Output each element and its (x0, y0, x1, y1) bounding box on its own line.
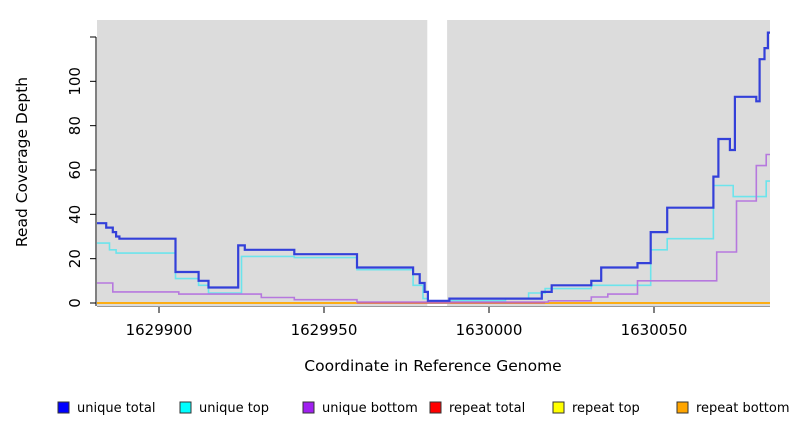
y-tick-label: 80 (66, 116, 84, 135)
legend-label: repeat bottom (696, 401, 790, 416)
legend-swatch-repeat-bottom (676, 401, 689, 414)
y-axis-title: Read Coverage Depth (13, 77, 31, 247)
y-tick-label: 20 (66, 249, 84, 268)
y-tick-label: 100 (66, 67, 84, 96)
legend-label: unique bottom (322, 401, 418, 416)
x-axis-title: Coordinate in Reference Genome (304, 357, 561, 375)
legend-swatch-unique-total (57, 401, 70, 414)
x-tick-label: 1630050 (621, 321, 688, 339)
legend-label: repeat top (572, 401, 640, 416)
x-tick-label: 1629950 (291, 321, 358, 339)
x-tick-label: 1629900 (126, 321, 193, 339)
y-tick-label: 0 (66, 298, 84, 308)
legend-label: unique top (199, 401, 269, 416)
y-tick-label: 60 (66, 160, 84, 179)
coverage-gap-region (427, 20, 448, 306)
series-line-unique-total (97, 31, 770, 302)
legend-label: unique total (77, 401, 155, 416)
legend-swatch-repeat-total (429, 401, 442, 414)
x-tick-label: 1630000 (456, 321, 523, 339)
legend-label: repeat total (449, 401, 525, 416)
legend-swatch-unique-bottom (302, 401, 315, 414)
legend-swatch-unique-top (179, 401, 192, 414)
series-line-unique-bottom (97, 153, 770, 303)
y-tick-label: 40 (66, 205, 84, 224)
legend-swatch-repeat-top (552, 401, 565, 414)
